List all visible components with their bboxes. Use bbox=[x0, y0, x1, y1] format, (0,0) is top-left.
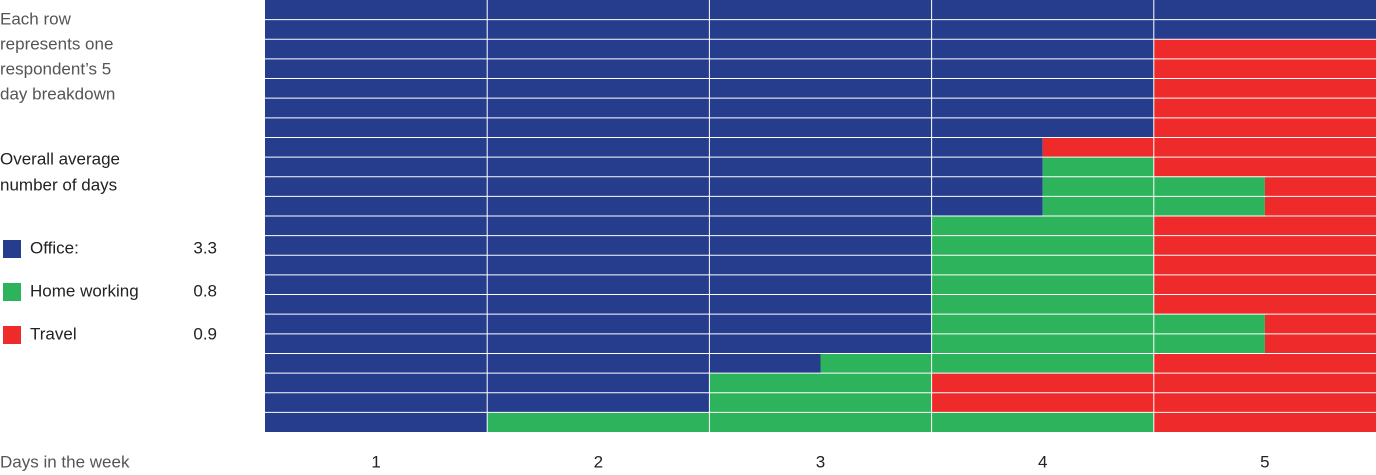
bar-segment bbox=[265, 235, 932, 256]
bar-segment bbox=[265, 255, 932, 275]
x-tick-label: 5 bbox=[1260, 452, 1269, 471]
x-axis-label: Days in the week bbox=[0, 452, 130, 471]
bar-segment bbox=[1153, 294, 1376, 315]
bar-segment bbox=[1264, 176, 1376, 197]
bar-segment bbox=[265, 333, 932, 354]
note-line: represents one bbox=[0, 34, 113, 53]
bar-segment bbox=[265, 157, 1043, 177]
bar-segment bbox=[1153, 98, 1376, 118]
legend-label: Office: bbox=[30, 238, 79, 257]
legend-title: number of days bbox=[0, 175, 117, 194]
x-tick-label: 1 bbox=[371, 452, 380, 471]
legend-title: Overall average bbox=[0, 149, 120, 168]
bar-segment bbox=[1153, 412, 1376, 432]
bar-segment bbox=[931, 274, 1154, 295]
bar-segment bbox=[1153, 157, 1376, 177]
bar-segment bbox=[1153, 235, 1376, 256]
bar-segment bbox=[1264, 314, 1376, 334]
bar-segment bbox=[265, 294, 932, 315]
bar-segment bbox=[487, 412, 1154, 432]
x-tick-label: 2 bbox=[594, 452, 603, 471]
bar-segment bbox=[931, 235, 1154, 256]
bar-segment bbox=[1042, 157, 1154, 177]
x-tick-label: 4 bbox=[1038, 452, 1047, 471]
legend-average: 3.3 bbox=[193, 238, 217, 257]
bar-segment bbox=[265, 353, 821, 374]
bar-segment bbox=[265, 216, 932, 236]
bar-segment bbox=[709, 373, 932, 393]
bar-segment bbox=[265, 314, 932, 334]
bar-segment bbox=[1042, 137, 1376, 158]
bar-segment bbox=[265, 19, 1376, 40]
legend-swatch bbox=[3, 283, 21, 301]
bar-segment bbox=[1264, 196, 1376, 216]
bar-segment bbox=[931, 294, 1154, 315]
bar-segment bbox=[1153, 216, 1376, 236]
bar-segment bbox=[1153, 353, 1376, 374]
note-line: Each row bbox=[0, 9, 72, 28]
legend-swatch bbox=[3, 326, 21, 344]
x-tick-label: 3 bbox=[816, 452, 825, 471]
bar-segment bbox=[931, 333, 1265, 354]
bar-segment bbox=[265, 412, 488, 432]
bar-segment bbox=[265, 176, 1043, 197]
legend-label: Home working bbox=[30, 281, 139, 300]
note-line: day breakdown bbox=[0, 84, 115, 103]
bar-segment bbox=[931, 216, 1154, 236]
legend-average: 0.9 bbox=[193, 324, 217, 343]
bar-segment bbox=[1153, 39, 1376, 59]
bar-segment bbox=[1153, 58, 1376, 79]
bar-segment bbox=[1153, 274, 1376, 295]
bar-segment bbox=[931, 314, 1265, 334]
bar-segment bbox=[1264, 333, 1376, 354]
bar-segment bbox=[931, 255, 1154, 275]
bar-segment bbox=[265, 0, 1376, 20]
legend-label: Travel bbox=[30, 324, 77, 343]
bar-segment bbox=[265, 137, 1043, 158]
bar-segment bbox=[1153, 255, 1376, 275]
note-line: respondent’s 5 bbox=[0, 59, 111, 78]
bar-segment bbox=[1153, 78, 1376, 99]
bar-segment bbox=[1153, 117, 1376, 138]
bar-segment bbox=[709, 392, 932, 413]
legend-average: 0.8 bbox=[193, 281, 217, 300]
bar-segment bbox=[265, 274, 932, 295]
bar-segment bbox=[820, 353, 1154, 374]
bar-segment bbox=[265, 196, 1043, 216]
legend-swatch bbox=[3, 240, 21, 258]
